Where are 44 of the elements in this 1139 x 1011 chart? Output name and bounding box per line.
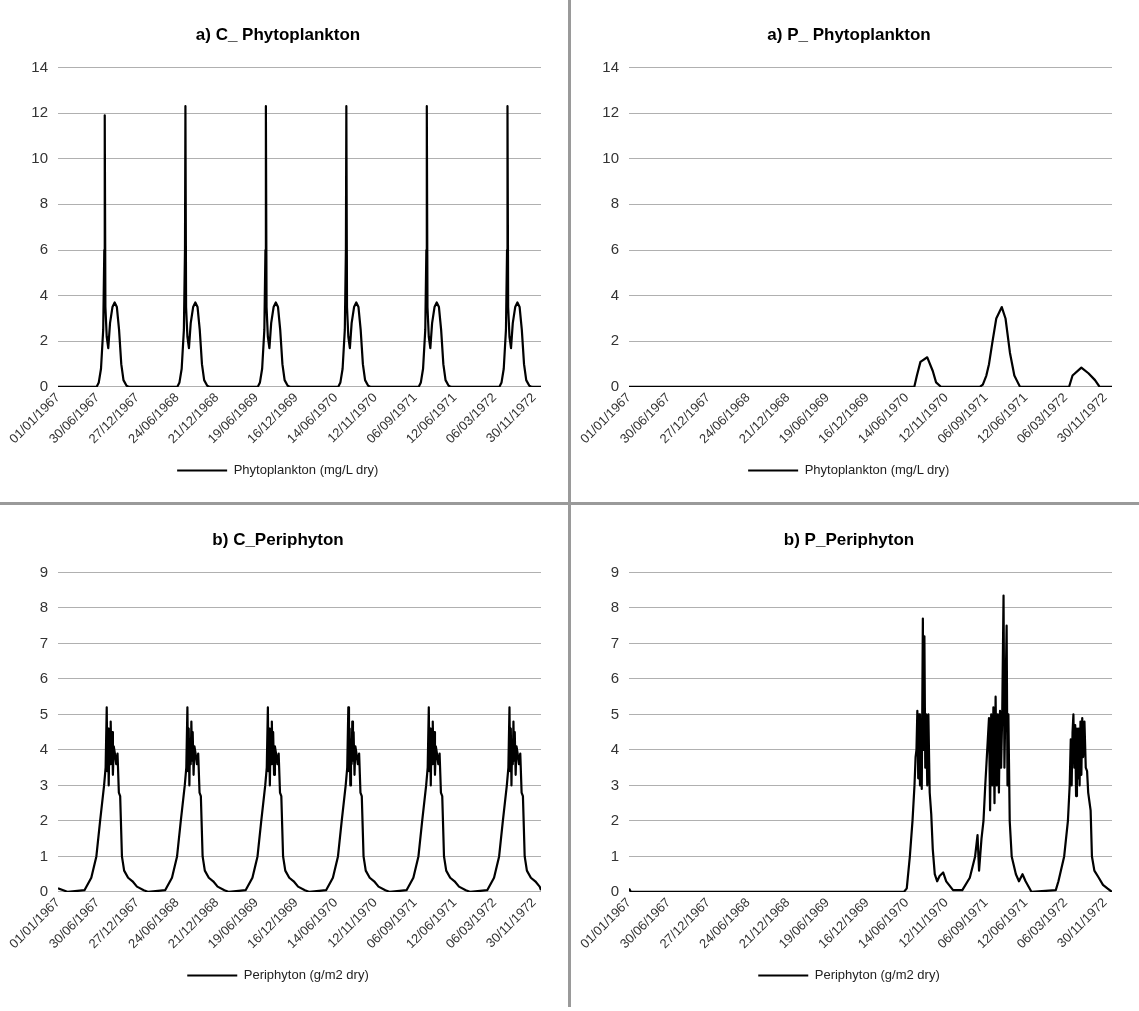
y-tick-label: 7 bbox=[39, 633, 49, 651]
legend-label: Phytoplankton (mg/L dry) bbox=[233, 462, 379, 478]
y-tick-label: 6 bbox=[610, 240, 620, 258]
y-tick-label: 2 bbox=[39, 811, 49, 829]
y-tick-label: 1 bbox=[610, 846, 620, 864]
y-tick-label: 0 bbox=[610, 882, 620, 900]
y-tick-label: 2 bbox=[39, 331, 49, 349]
y-tick-label: 9 bbox=[610, 562, 620, 580]
y-tick-label: 5 bbox=[610, 704, 620, 722]
chart-title: a) C_ Phytoplankton bbox=[195, 24, 361, 44]
legend-label: Periphyton (g/m2 dry) bbox=[814, 967, 940, 983]
legend-label: Periphyton (g/m2 dry) bbox=[243, 967, 369, 983]
y-tick-label: 3 bbox=[39, 775, 49, 793]
y-tick-label: 7 bbox=[610, 633, 620, 651]
y-tick-label: 8 bbox=[610, 598, 620, 616]
chart-title: b) C_Periphyton bbox=[212, 529, 344, 549]
chart-title: b) P_Periphyton bbox=[783, 529, 915, 549]
chart-title: a) P_ Phytoplankton bbox=[767, 24, 931, 44]
y-tick-label: 4 bbox=[610, 740, 620, 758]
y-tick-label: 4 bbox=[610, 285, 620, 303]
y-tick-label: 6 bbox=[39, 669, 49, 687]
y-tick-label: 0 bbox=[610, 377, 620, 395]
y-tick-label: 0 bbox=[39, 377, 49, 395]
y-tick-label: 14 bbox=[31, 57, 49, 75]
y-tick-label: 9 bbox=[39, 562, 49, 580]
y-tick-label: 3 bbox=[610, 775, 620, 793]
y-tick-label: 10 bbox=[31, 148, 49, 166]
y-tick-label: 4 bbox=[39, 285, 49, 303]
y-tick-label: 8 bbox=[610, 194, 620, 212]
y-tick-label: 2 bbox=[610, 331, 620, 349]
y-tick-label: 12 bbox=[602, 103, 620, 121]
y-tick-label: 14 bbox=[602, 57, 620, 75]
y-tick-label: 1 bbox=[39, 846, 49, 864]
legend-label: Phytoplankton (mg/L dry) bbox=[804, 462, 950, 478]
y-tick-label: 8 bbox=[39, 598, 49, 616]
y-tick-label: 6 bbox=[610, 669, 620, 687]
y-tick-label: 2 bbox=[610, 811, 620, 829]
y-tick-label: 4 bbox=[39, 740, 49, 758]
y-tick-label: 10 bbox=[602, 148, 620, 166]
y-tick-label: 5 bbox=[39, 704, 49, 722]
y-tick-label: 6 bbox=[39, 240, 49, 258]
y-tick-label: 8 bbox=[39, 194, 49, 212]
y-tick-label: 0 bbox=[39, 882, 49, 900]
y-tick-label: 12 bbox=[31, 103, 49, 121]
